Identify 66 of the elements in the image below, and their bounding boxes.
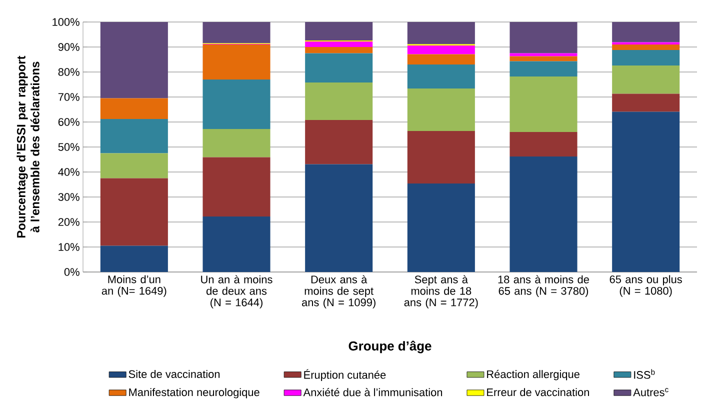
bar <box>305 46 373 54</box>
y-tick-label: 90% <box>58 43 80 51</box>
y-tick-label: 80% <box>58 68 80 76</box>
bar <box>407 64 475 88</box>
legend-label: Éruption cutanée <box>304 369 386 381</box>
bar <box>100 98 168 119</box>
y-tick-label: 0% <box>64 268 80 276</box>
x-tick-label: Moins d’un an (N= 1649) <box>102 275 166 297</box>
bar <box>202 216 270 272</box>
bar <box>305 82 373 120</box>
bar <box>202 22 270 44</box>
legend-label: ISS$^{b}$ <box>634 369 655 379</box>
bar <box>510 22 578 54</box>
y-tick-label: 70% <box>58 93 80 101</box>
bar <box>202 129 270 158</box>
bar <box>305 53 373 82</box>
bar <box>305 22 373 40</box>
bar <box>202 79 270 129</box>
y-tick-label: 60% <box>58 118 80 126</box>
bar <box>407 54 475 64</box>
bar <box>305 164 373 272</box>
y-tick-label: 30% <box>58 193 80 201</box>
legend-label: Autres$^{c}$ <box>633 388 668 396</box>
bar <box>100 22 168 98</box>
bar <box>612 50 680 66</box>
bar <box>202 157 270 216</box>
legend-label: Site de vaccination <box>128 370 220 378</box>
bar <box>510 132 578 156</box>
x-tick-label: 18 ans à moins de 65 ans (N = 3780) <box>498 275 589 297</box>
bar <box>510 56 578 62</box>
bar <box>407 22 475 44</box>
x-tick-label: 65 ans ou plus (N = 1080) <box>610 275 682 297</box>
x-axis-title: Groupe d’âge <box>348 340 432 354</box>
y-tick-label: 10% <box>58 243 80 251</box>
bar <box>100 119 168 154</box>
bar <box>100 153 168 178</box>
bar <box>100 246 168 272</box>
bar <box>612 112 680 272</box>
legend-label: Manifestation neurologique <box>129 388 260 398</box>
bar <box>407 131 475 184</box>
bar <box>510 76 578 132</box>
bar <box>612 94 680 112</box>
x-tick-label: Sept ans à moins de 18 ans (N = 1772) <box>404 275 478 308</box>
bar <box>407 184 475 272</box>
bar <box>510 53 578 56</box>
y-tick-label: 100% <box>52 18 80 26</box>
bar <box>612 65 680 94</box>
y-tick-label: 40% <box>58 168 80 176</box>
x-tick-label: Un an à moins de deux ans (N = 1644) <box>201 275 272 308</box>
bar <box>407 88 475 131</box>
legend-label: Anxiété due à l’immunisation <box>303 388 442 396</box>
legend-label: Réaction allergique <box>487 370 580 380</box>
bar <box>407 45 475 54</box>
bar <box>612 44 680 50</box>
bar <box>100 178 168 246</box>
y-tick-label: 20% <box>58 218 80 226</box>
bar <box>305 41 373 47</box>
y-tick-label: 50% <box>58 143 80 151</box>
bar <box>612 22 680 42</box>
bar <box>510 156 578 272</box>
y-axis-title: Pourcentage d’ESSI par rapport à l’ensemble des déclarations <box>16 56 40 238</box>
bar <box>202 44 270 80</box>
bar <box>510 61 578 76</box>
x-tick-label: Deux ans à moins de sept ans (N = 1099) <box>302 275 376 308</box>
bar <box>305 120 373 164</box>
legend-label: Erreur de vaccination <box>487 388 589 396</box>
